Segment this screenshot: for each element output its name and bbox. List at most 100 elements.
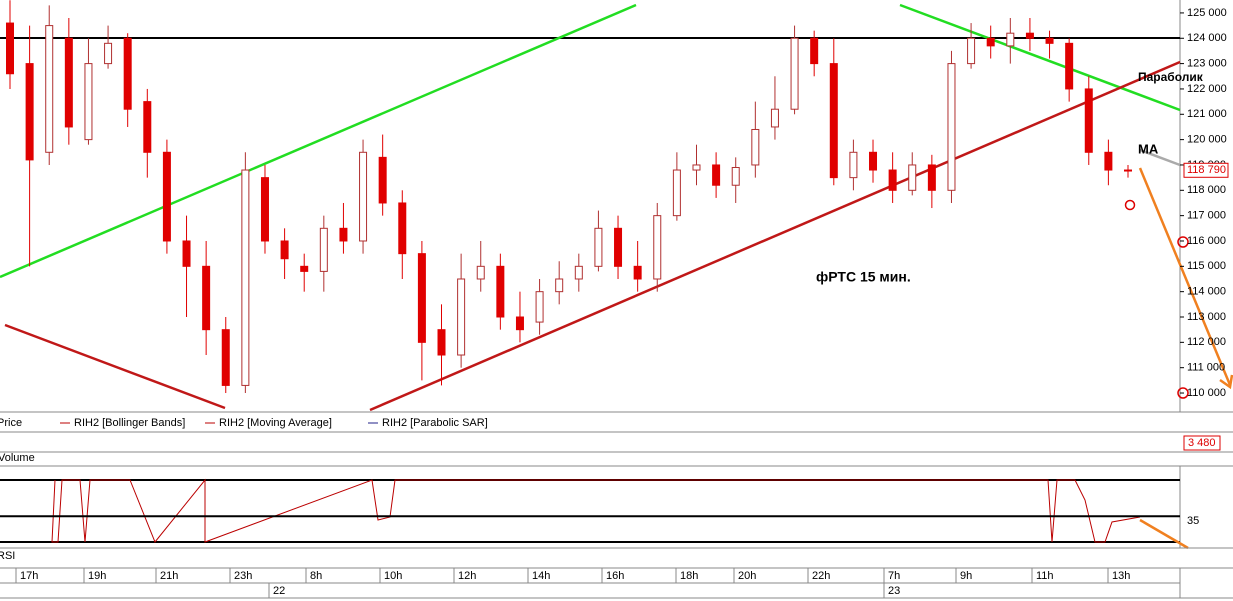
candle-body <box>653 215 662 280</box>
time-label: 13h <box>1112 570 1130 582</box>
candle-body <box>280 240 289 260</box>
time-label: 20h <box>738 570 756 582</box>
panel-label: Volume <box>0 452 35 464</box>
y-tick-label: 124 000 <box>1187 32 1227 44</box>
candle-body <box>829 63 838 179</box>
candle-body <box>535 291 544 323</box>
value-box <box>1183 435 1221 451</box>
arrow-head <box>1219 374 1233 390</box>
candle-body <box>692 164 701 171</box>
time-label: 11h <box>1036 570 1054 582</box>
y-tick-label: 121 000 <box>1187 108 1227 120</box>
candle-body <box>64 37 73 128</box>
candle-body <box>123 37 132 110</box>
y-tick-label: 118 000 <box>1187 184 1226 196</box>
candle-body <box>45 25 54 153</box>
rsi-line <box>51 478 1141 543</box>
candle-body <box>1006 32 1015 47</box>
candle-body <box>476 265 485 280</box>
time-label: 10h <box>384 570 402 582</box>
candle-body <box>457 278 466 356</box>
legend-entry: RIH2 [Moving Average] <box>219 417 332 429</box>
panel-label: RSI <box>0 550 15 562</box>
candle-body <box>496 265 505 318</box>
candle-body <box>300 265 309 272</box>
volume-last: 3 480 <box>1188 437 1216 449</box>
candle-body <box>260 177 269 242</box>
candle-body <box>672 169 681 217</box>
time-label: 23h <box>234 570 252 582</box>
candle-body <box>25 63 34 161</box>
candle-body <box>790 37 799 110</box>
time-label: 17h <box>20 570 38 582</box>
forecast-arrow <box>1139 518 1189 550</box>
candle-body <box>810 37 819 65</box>
date-label: 23 <box>888 585 900 597</box>
candle-body <box>947 63 956 191</box>
y-tick-label: 111 000 <box>1187 362 1225 374</box>
forecast-arrow <box>1138 167 1232 386</box>
target-circle <box>1124 199 1136 211</box>
legend-entry: RIH2 [Parabolic SAR] <box>382 417 488 429</box>
candle-body <box>143 101 152 153</box>
time-label: 19h <box>88 570 106 582</box>
date-label: 22 <box>273 585 285 597</box>
rsi-tick-label: 35 <box>1187 515 1199 527</box>
candle-body <box>927 164 936 191</box>
candle-body <box>398 202 407 255</box>
trend-line <box>899 3 1181 112</box>
candle-body <box>986 37 995 47</box>
candle-body <box>869 151 878 171</box>
y-tick-label: 113 000 <box>1187 311 1226 323</box>
candle-body <box>1045 37 1054 44</box>
annotation: фРТС 15 мин. <box>816 269 911 285</box>
candle-body <box>104 42 113 65</box>
candle-body <box>221 329 230 386</box>
y-tick-label: 123 000 <box>1187 58 1227 70</box>
candle-body <box>162 151 171 242</box>
candle-body <box>731 166 740 186</box>
candle-body <box>614 227 623 267</box>
trend-line <box>4 323 226 410</box>
price-box <box>1183 162 1229 178</box>
annotation: Параболик <box>1138 70 1204 84</box>
candle-body <box>770 108 779 128</box>
candle-body <box>6 22 14 75</box>
candle-body <box>967 37 976 65</box>
y-tick-label: 115 000 <box>1187 260 1226 272</box>
target-circle <box>1177 387 1189 399</box>
candle-body <box>339 227 348 242</box>
candle-body <box>202 265 211 331</box>
candle-body <box>417 253 426 343</box>
candle-body <box>1025 32 1034 39</box>
y-tick-label: 112 000 <box>1187 336 1226 348</box>
time-label: 7h <box>888 570 900 582</box>
time-label: 18h <box>680 570 698 582</box>
candle-body <box>888 169 897 191</box>
time-label: 12h <box>458 570 476 582</box>
candle-body <box>319 227 328 272</box>
y-tick-label: 117 000 <box>1187 210 1226 222</box>
candle-body <box>359 151 368 242</box>
time-label: 8h <box>310 570 322 582</box>
candle-body <box>849 151 858 179</box>
time-label: 14h <box>532 570 550 582</box>
candle-body <box>1124 169 1132 172</box>
candle-body <box>1084 88 1093 153</box>
y-tick-label: 120 000 <box>1187 134 1227 146</box>
y-tick-label: 116 000 <box>1187 235 1226 247</box>
candle-body <box>908 164 917 191</box>
candle-body <box>712 164 721 186</box>
time-label: 22h <box>812 570 830 582</box>
candle-body <box>241 169 250 386</box>
trend-line <box>369 60 1181 412</box>
candle-body <box>1065 42 1074 90</box>
price-label: 118 790 <box>1187 164 1226 176</box>
candle-body <box>515 316 524 331</box>
candle-body <box>555 278 564 293</box>
candle-body <box>574 265 583 280</box>
y-tick-label: 122 000 <box>1187 83 1227 95</box>
candle-body <box>594 227 603 267</box>
candle-body <box>437 329 446 356</box>
